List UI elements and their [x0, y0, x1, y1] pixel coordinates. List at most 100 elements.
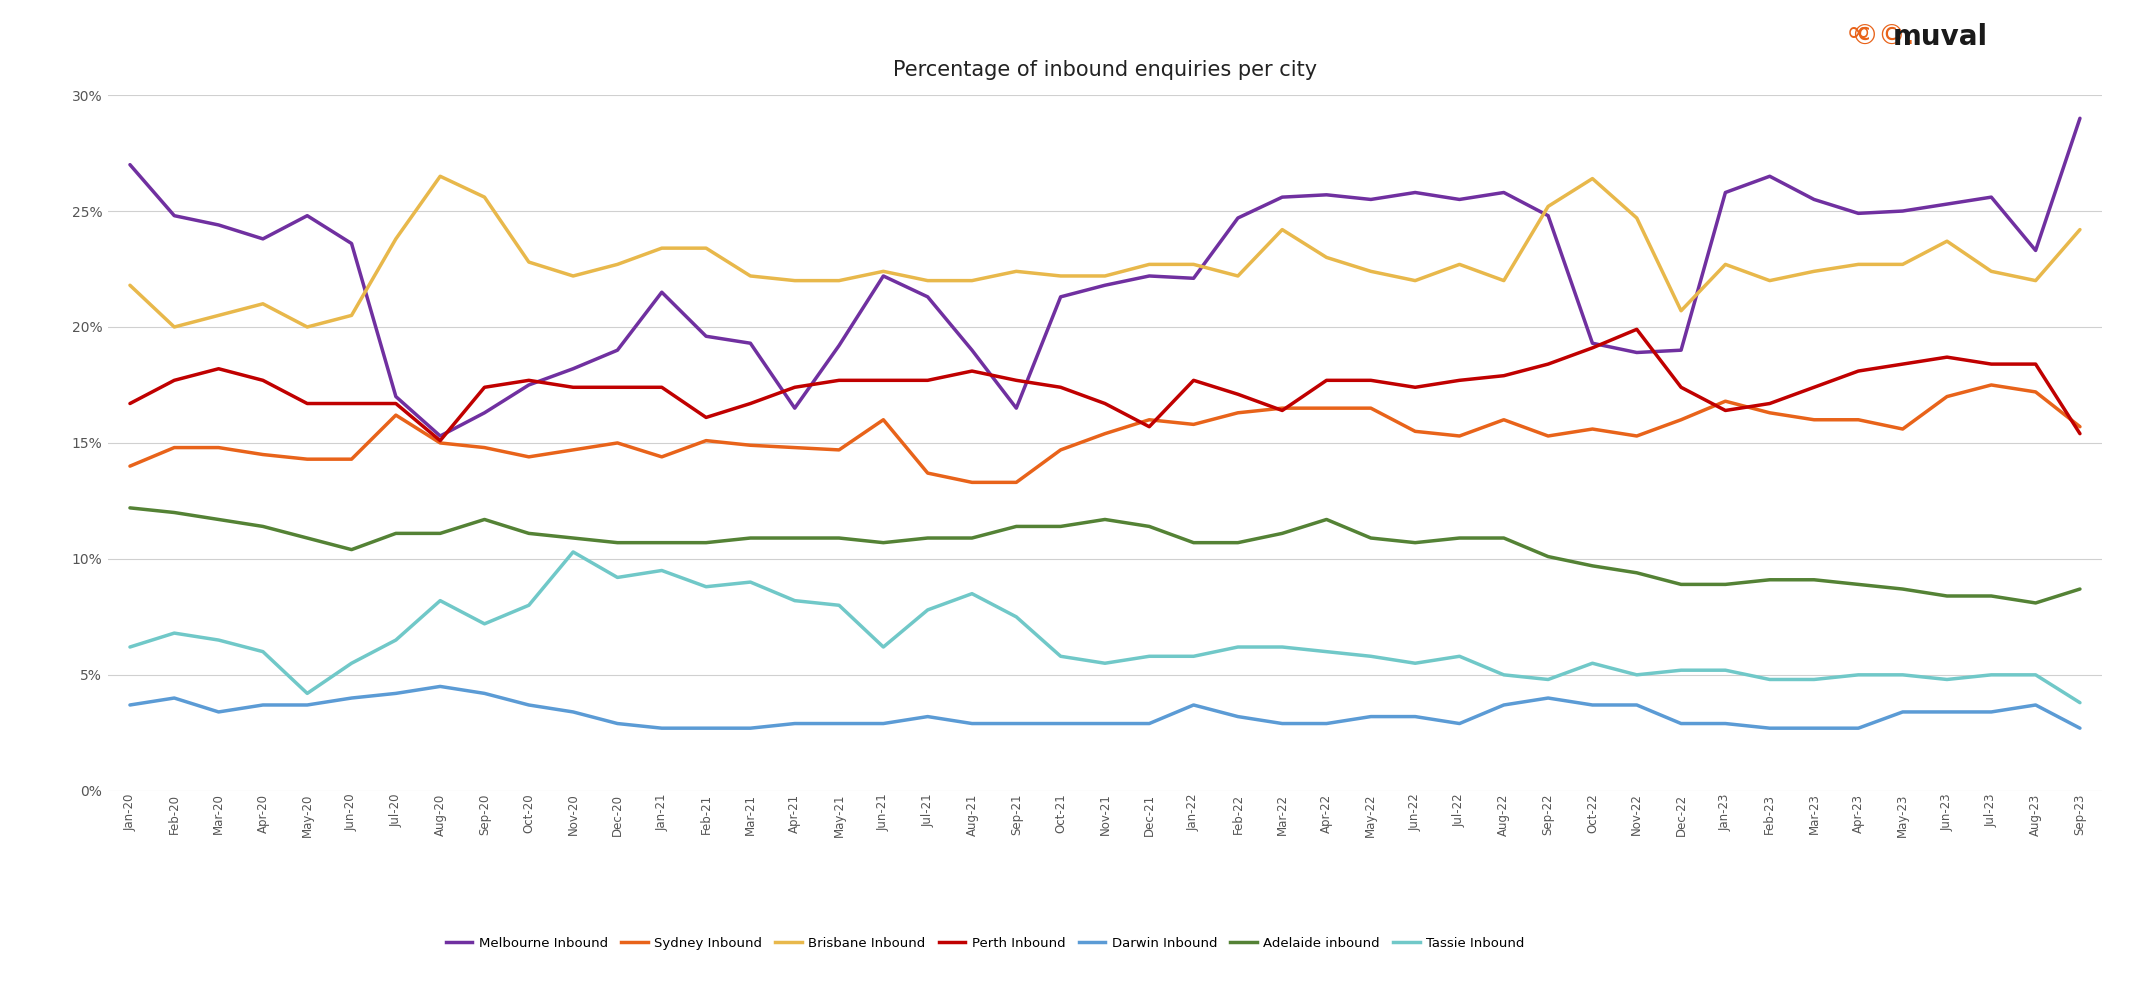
Brisbane Inbound — [649, 242, 675, 254]
Darwin Inbound — [1492, 699, 1518, 711]
Melbourne Inbound — [783, 402, 808, 414]
Sydney Inbound — [250, 448, 276, 460]
Darwin Inbound — [1358, 711, 1384, 723]
Line: Melbourne Inbound: Melbourne Inbound — [129, 118, 2081, 436]
Perth Inbound — [1225, 388, 1250, 400]
Darwin Inbound — [472, 688, 498, 700]
Sydney Inbound — [959, 476, 985, 488]
Perth Inbound — [1401, 381, 1427, 393]
Adelaide inbound — [1535, 551, 1561, 563]
Perth Inbound — [692, 411, 718, 423]
Adelaide inbound — [649, 537, 675, 549]
Darwin Inbound — [1270, 718, 1296, 730]
Darwin Inbound — [1669, 718, 1695, 730]
Adelaide inbound — [427, 528, 453, 540]
Brisbane Inbound — [1492, 274, 1518, 286]
Darwin Inbound — [1313, 718, 1339, 730]
Brisbane Inbound — [205, 309, 231, 321]
Tassie Inbound — [2068, 697, 2093, 709]
Melbourne Inbound — [427, 430, 453, 442]
Line: Tassie Inbound: Tassie Inbound — [129, 552, 2081, 703]
Tassie Inbound — [1003, 611, 1028, 623]
Darwin Inbound — [1934, 706, 1960, 718]
Brisbane Inbound — [1669, 304, 1695, 316]
Tassie Inbound — [384, 634, 410, 646]
Melbourne Inbound — [1225, 212, 1250, 224]
Tassie Inbound — [1934, 674, 1960, 686]
Darwin Inbound — [1889, 706, 1917, 718]
Melbourne Inbound — [250, 233, 276, 245]
Sydney Inbound — [1669, 413, 1695, 425]
Brisbane Inbound — [293, 321, 321, 333]
Sydney Inbound — [1623, 430, 1649, 442]
Sydney Inbound — [604, 436, 630, 448]
Sydney Inbound — [2022, 386, 2048, 398]
Adelaide inbound — [826, 532, 852, 544]
Melbourne Inbound — [692, 330, 718, 342]
Melbourne Inbound — [205, 219, 231, 231]
Adelaide inbound — [1181, 537, 1207, 549]
Brisbane Inbound — [1889, 258, 1917, 270]
Melbourne Inbound — [1535, 209, 1561, 221]
Adelaide inbound — [338, 544, 364, 556]
Adelaide inbound — [1889, 583, 1917, 595]
Brisbane Inbound — [2068, 223, 2093, 235]
Darwin Inbound — [1800, 722, 1826, 734]
Adelaide inbound — [2022, 597, 2048, 609]
Tassie Inbound — [1535, 674, 1561, 686]
Adelaide inbound — [1313, 514, 1339, 526]
Adelaide inbound — [293, 532, 321, 544]
Perth Inbound — [250, 374, 276, 386]
Sydney Inbound — [2068, 420, 2093, 432]
Tassie Inbound — [1623, 669, 1649, 681]
Perth Inbound — [1669, 381, 1695, 393]
Sydney Inbound — [116, 460, 142, 472]
Sydney Inbound — [692, 434, 718, 446]
Perth Inbound — [1712, 404, 1738, 416]
Sydney Inbound — [384, 409, 410, 421]
Legend: Melbourne Inbound, Sydney Inbound, Brisbane Inbound, Perth Inbound, Darwin Inbou: Melbourne Inbound, Sydney Inbound, Brisb… — [446, 937, 1524, 950]
Perth Inbound — [959, 365, 985, 377]
Perth Inbound — [604, 381, 630, 393]
Perth Inbound — [1623, 323, 1649, 335]
Tassie Inbound — [162, 627, 188, 639]
Tassie Inbound — [1181, 651, 1207, 663]
Sydney Inbound — [737, 439, 763, 451]
Perth Inbound — [116, 397, 142, 409]
Melbourne Inbound — [1800, 193, 1826, 205]
Tassie Inbound — [1093, 658, 1119, 670]
Sydney Inbound — [1401, 425, 1427, 437]
Sydney Inbound — [1225, 406, 1250, 418]
Brisbane Inbound — [1136, 258, 1162, 270]
Sydney Inbound — [205, 441, 231, 453]
Tassie Inbound — [1580, 658, 1606, 670]
Darwin Inbound — [1535, 692, 1561, 704]
Perth Inbound — [871, 374, 897, 386]
Perth Inbound — [1934, 351, 1960, 363]
Melbourne Inbound — [1712, 186, 1738, 198]
Brisbane Inbound — [1580, 172, 1606, 184]
Melbourne Inbound — [561, 362, 586, 374]
Melbourne Inbound — [1757, 170, 1783, 182]
Sydney Inbound — [1800, 413, 1826, 425]
Sydney Inbound — [515, 450, 541, 462]
Perth Inbound — [1757, 397, 1783, 409]
Darwin Inbound — [1979, 706, 2005, 718]
Melbourne Inbound — [162, 209, 188, 221]
Perth Inbound — [1535, 358, 1561, 370]
Tassie Inbound — [1492, 669, 1518, 681]
Adelaide inbound — [1669, 579, 1695, 591]
Sydney Inbound — [293, 453, 321, 465]
Melbourne Inbound — [1093, 279, 1119, 291]
Perth Inbound — [1136, 420, 1162, 432]
Tassie Inbound — [293, 688, 321, 700]
Brisbane Inbound — [1757, 274, 1783, 286]
Brisbane Inbound — [1313, 251, 1339, 263]
Sydney Inbound — [914, 467, 940, 479]
Adelaide inbound — [1492, 532, 1518, 544]
Adelaide inbound — [1934, 590, 1960, 602]
Sydney Inbound — [1535, 430, 1561, 442]
Perth Inbound — [826, 374, 852, 386]
Sydney Inbound — [1846, 413, 1871, 425]
Sydney Inbound — [162, 441, 188, 453]
